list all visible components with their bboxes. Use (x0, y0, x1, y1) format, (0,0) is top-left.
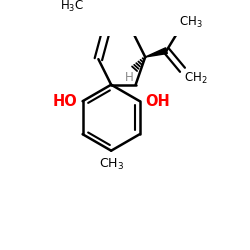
Text: HO: HO (52, 94, 77, 109)
Text: CH$_3$: CH$_3$ (179, 15, 203, 30)
Polygon shape (145, 48, 167, 57)
Text: CH$_2$: CH$_2$ (184, 71, 207, 86)
Text: H$_3$C: H$_3$C (60, 0, 84, 14)
Text: CH$_3$: CH$_3$ (98, 157, 124, 172)
Text: OH: OH (145, 94, 170, 109)
Text: H: H (125, 71, 134, 84)
